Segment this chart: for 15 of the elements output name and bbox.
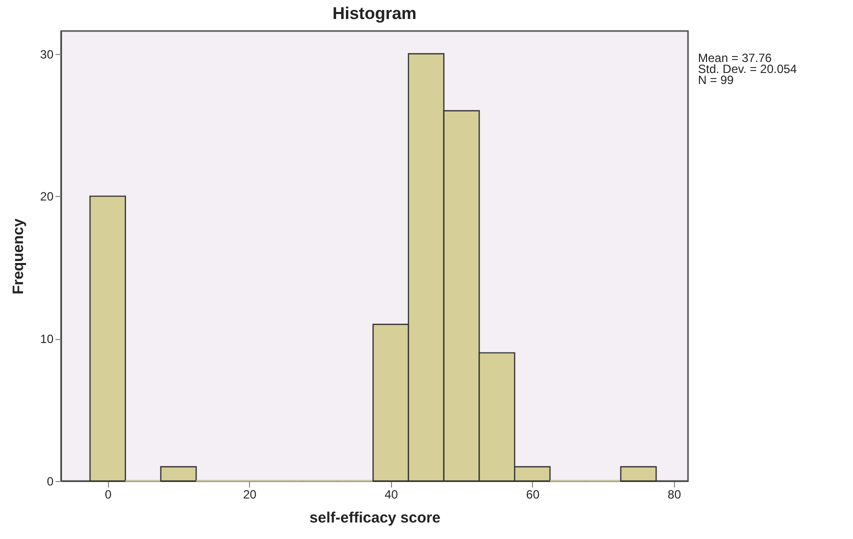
y-axis-title: Frequency <box>10 218 28 294</box>
y-tick-label: 10 <box>40 332 54 346</box>
text: Mean = 37.76 <box>698 51 772 65</box>
x-tick-label: 20 <box>243 488 257 502</box>
y-tick-label: 0 <box>46 474 54 488</box>
y-tick-label: 30 <box>40 47 54 62</box>
x-tick-label: 0 <box>104 488 112 502</box>
x-tick-label: 80 <box>668 488 682 502</box>
chart-title: Histogram <box>332 4 417 23</box>
text: Std. Dev. = 20.054 <box>698 62 798 76</box>
x-tick-label: 40 <box>384 488 398 502</box>
y-tick-label: 20 <box>40 190 54 204</box>
x-axis-title: self-efficacy score <box>310 510 440 526</box>
x-tick-label: 60 <box>526 488 540 502</box>
text: N = 99 <box>698 73 734 87</box>
